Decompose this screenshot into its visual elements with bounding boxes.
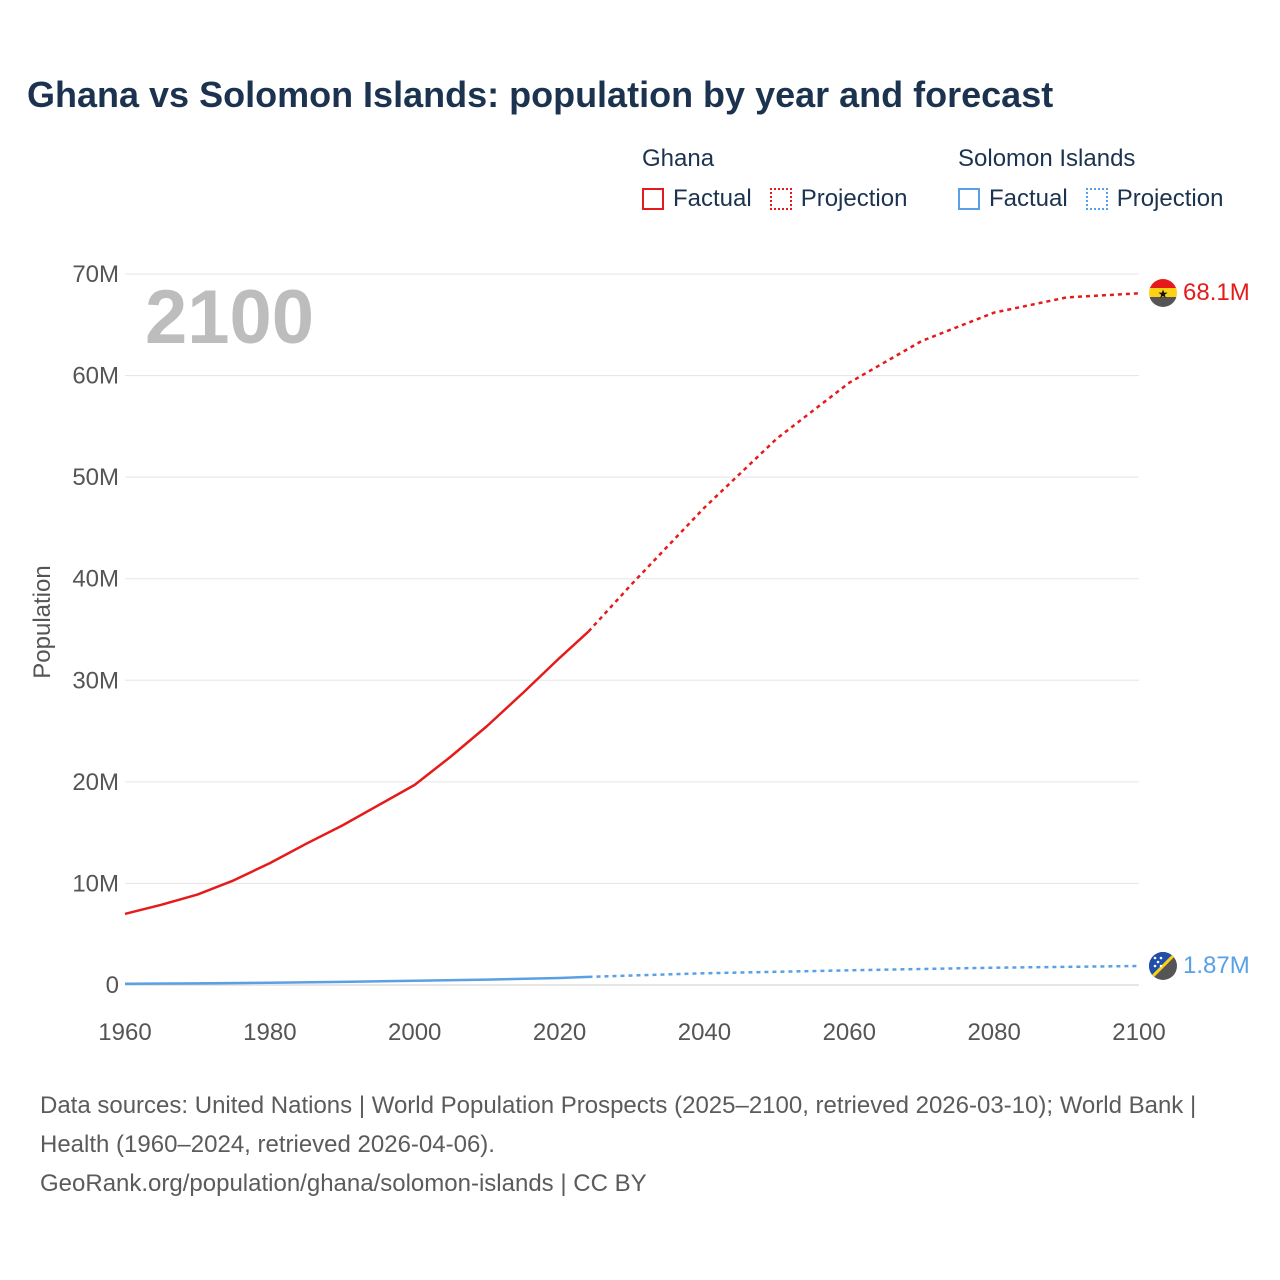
legend-item-solomon-projection[interactable]: Projection [1085, 185, 1224, 213]
ghana-flag-icon: ★ [1149, 279, 1177, 307]
legend-swatch-dotted-icon [1085, 188, 1108, 210]
y-tick-label: 30M [72, 667, 119, 694]
legend-group-name: Ghana [642, 145, 715, 172]
y-tick-label: 0 [106, 972, 119, 999]
x-tick-label: 2020 [533, 1019, 586, 1046]
legend-label: Projection [800, 185, 908, 212]
y-tick-label: 20M [72, 769, 119, 796]
solomon-islands-flag-icon [1149, 952, 1177, 980]
data-sources-text: Data sources: United Nations | World Pop… [40, 1092, 1197, 1158]
chart-title: Ghana vs Solomon Islands: population by … [27, 74, 1054, 115]
x-tick-label: 2060 [823, 1019, 876, 1046]
legend-swatch-solid-icon [642, 188, 664, 210]
svg-text:★: ★ [1158, 287, 1169, 301]
legend-group-solomon-islands: Solomon Islands Factual Projection [958, 143, 1241, 213]
solomon-islands-factual-line[interactable] [124, 975, 589, 986]
legend-swatch-dotted-icon [769, 188, 792, 210]
x-tick-label: 2100 [1112, 1019, 1165, 1046]
year-overlay: 2100 [145, 275, 314, 360]
legend-swatch-solid-icon [958, 188, 980, 210]
x-tick-label: 2080 [967, 1019, 1020, 1046]
legend-group-name: Solomon Islands [958, 145, 1136, 172]
x-tick-label: 2000 [388, 1019, 441, 1046]
legend-item-ghana-projection[interactable]: Projection [769, 185, 908, 213]
solomon-islands-projection-line[interactable] [588, 964, 1140, 979]
legend-group-ghana: Ghana Factual Projection [642, 143, 925, 213]
legend-label: Factual [989, 185, 1068, 212]
ghana-factual-line[interactable] [124, 630, 590, 916]
footer: Data sources: United Nations | World Pop… [40, 1086, 1240, 1203]
legend-label: Projection [1116, 185, 1224, 212]
ghana-projection-line[interactable] [587, 292, 1140, 633]
y-axis-label: Population [29, 565, 56, 678]
legend-item-solomon-factual[interactable]: Factual [958, 185, 1068, 213]
legend-item-ghana-factual[interactable]: Factual [642, 185, 752, 213]
x-tick-label: 1980 [243, 1019, 296, 1046]
x-tick-label: 1960 [98, 1019, 151, 1046]
y-tick-label: 10M [72, 870, 119, 897]
y-tick-label: 70M [72, 261, 119, 288]
x-tick-label: 2040 [678, 1019, 731, 1046]
y-tick-label: 50M [72, 464, 119, 491]
legend-label: Factual [673, 185, 752, 212]
y-tick-label: 60M [72, 363, 119, 390]
ghana-end-label: 68.1M [1183, 279, 1250, 306]
y-tick-label: 40M [72, 566, 119, 593]
credit-link[interactable]: GeoRank.org/population/ghana/solomon-isl… [40, 1170, 647, 1197]
solomon-islands-end-label: 1.87M [1183, 952, 1250, 979]
